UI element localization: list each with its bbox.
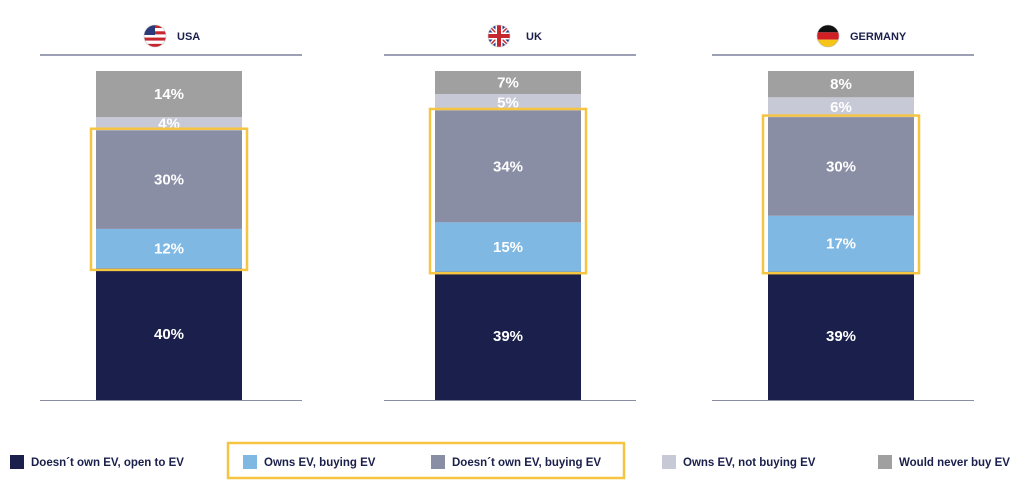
highlight-frame-germany bbox=[761, 114, 921, 275]
usa-flag-icon bbox=[143, 24, 167, 48]
legend-swatch bbox=[10, 455, 24, 469]
bar-segment-usa-doesn-t-own-ev-open-to-ev bbox=[96, 268, 242, 400]
legend-item-owns-ev-buying-ev: Owns EV, buying EV bbox=[243, 455, 376, 469]
highlight-frame-usa bbox=[89, 127, 249, 272]
bar-segment-usa-owns-ev-buying-ev bbox=[96, 228, 242, 269]
bar-segment-uk-owns-ev-buying-ev bbox=[435, 222, 581, 272]
legend-label: Doesn´t own EV, open to EV bbox=[31, 457, 184, 469]
data-label-usa-doesn-t-own-ev-buying-ev: 30% bbox=[154, 172, 184, 189]
bar-segment-germany-would-never-buy-ev bbox=[768, 71, 914, 98]
legend-item-doesn-t-own-ev-buying-ev: Doesn´t own EV, buying EV bbox=[431, 455, 601, 469]
data-label-uk-doesn-t-own-ev-buying-ev: 34% bbox=[493, 158, 523, 175]
bar-segment-usa-owns-ev-not-buying-ev bbox=[96, 117, 242, 131]
bar-segment-uk-owns-ev-not-buying-ev bbox=[435, 94, 581, 111]
bar-segment-germany-owns-ev-not-buying-ev bbox=[768, 97, 914, 118]
country-label-uk: UK bbox=[526, 31, 542, 43]
bar-segment-uk-doesn-t-own-ev-open-to-ev bbox=[435, 271, 581, 400]
bar-segment-germany-doesn-t-own-ev-buying-ev bbox=[768, 117, 914, 216]
data-label-usa-doesn-t-own-ev-open-to-ev: 40% bbox=[154, 326, 184, 343]
legend-item-doesn-t-own-ev-open-to-ev: Doesn´t own EV, open to EV bbox=[10, 455, 184, 469]
country-label-germany: GERMANY bbox=[850, 31, 907, 43]
legend-label: Would never buy EV bbox=[899, 457, 1010, 469]
data-label-uk-doesn-t-own-ev-open-to-ev: 39% bbox=[493, 328, 523, 345]
bar-segment-uk-would-never-buy-ev bbox=[435, 71, 581, 95]
bar-segment-uk-doesn-t-own-ev-buying-ev bbox=[435, 110, 581, 223]
data-label-usa-owns-ev-buying-ev: 12% bbox=[154, 241, 184, 258]
legend-label: Owns EV, buying EV bbox=[264, 457, 376, 469]
data-label-uk-owns-ev-not-buying-ev: 5% bbox=[497, 94, 519, 111]
legend-swatch bbox=[431, 455, 445, 469]
legend-swatch bbox=[662, 455, 676, 469]
data-label-uk-owns-ev-buying-ev: 15% bbox=[493, 239, 523, 256]
legend-highlight-frame bbox=[226, 441, 626, 480]
data-label-uk-would-never-buy-ev: 7% bbox=[497, 75, 519, 92]
legend-label: Owns EV, not buying EV bbox=[683, 457, 816, 469]
data-label-germany-would-never-buy-ev: 8% bbox=[830, 76, 852, 93]
data-label-germany-doesn-t-own-ev-open-to-ev: 39% bbox=[826, 328, 856, 345]
data-label-usa-would-never-buy-ev: 14% bbox=[154, 86, 184, 103]
bar-segment-usa-would-never-buy-ev bbox=[96, 71, 242, 118]
data-label-germany-owns-ev-buying-ev: 17% bbox=[826, 236, 856, 253]
germany-flag-icon bbox=[816, 24, 840, 48]
uk-flag-icon bbox=[487, 24, 511, 48]
data-label-usa-owns-ev-not-buying-ev: 4% bbox=[158, 116, 180, 133]
bar-segment-germany-doesn-t-own-ev-open-to-ev bbox=[768, 271, 914, 400]
legend-swatch bbox=[243, 455, 257, 469]
legend-item-owns-ev-not-buying-ev: Owns EV, not buying EV bbox=[662, 455, 816, 469]
bar-segment-usa-doesn-t-own-ev-buying-ev bbox=[96, 130, 242, 229]
data-label-germany-doesn-t-own-ev-buying-ev: 30% bbox=[826, 158, 856, 175]
highlight-frame-uk bbox=[428, 107, 588, 275]
legend-item-would-never-buy-ev: Would never buy EV bbox=[878, 455, 1010, 469]
data-label-germany-owns-ev-not-buying-ev: 6% bbox=[830, 99, 852, 116]
bar-segment-germany-owns-ev-buying-ev bbox=[768, 215, 914, 272]
country-label-usa: USA bbox=[177, 31, 200, 43]
legend-label: Doesn´t own EV, buying EV bbox=[452, 457, 601, 469]
legend-swatch bbox=[878, 455, 892, 469]
